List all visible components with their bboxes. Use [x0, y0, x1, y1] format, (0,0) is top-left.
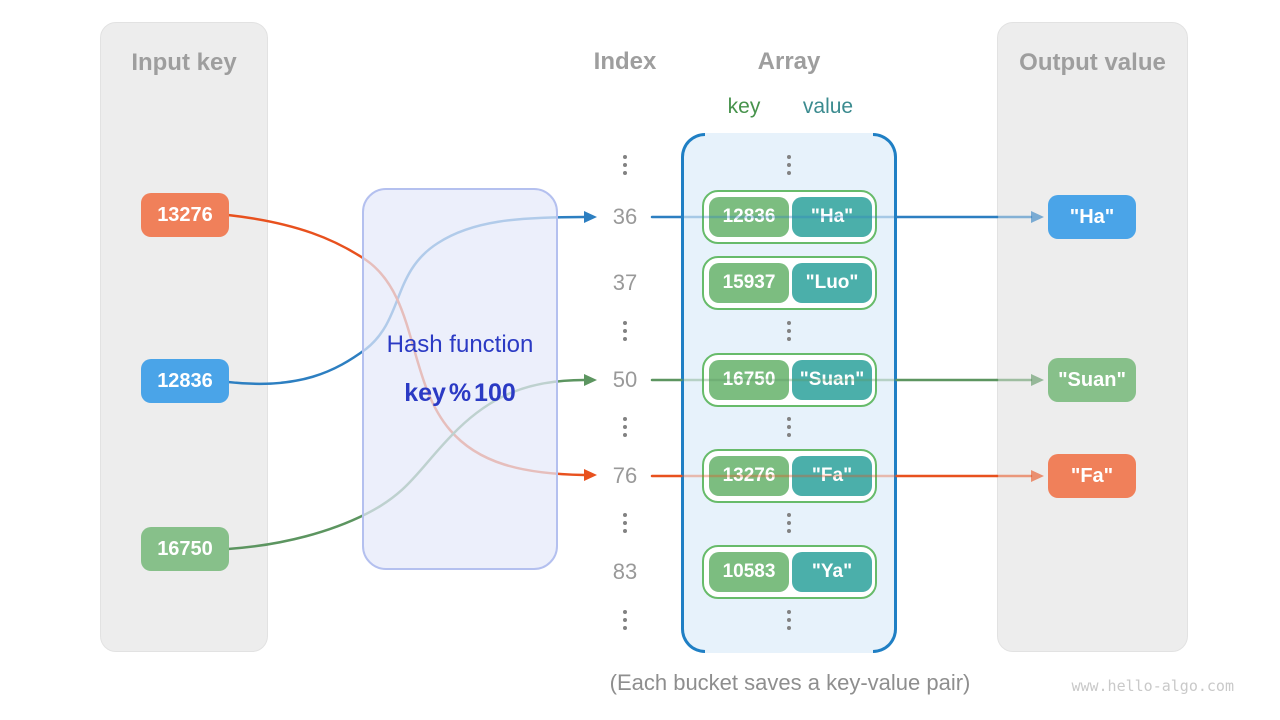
- index-label: 76: [612, 463, 638, 488]
- bucket-key-pill: 15937: [709, 263, 789, 303]
- hash-function-formula: key % 100: [404, 379, 516, 407]
- dot: [623, 163, 627, 167]
- array-ellipsis: [787, 155, 791, 175]
- dot: [623, 337, 627, 341]
- bucket-key-pill: 13276: [709, 456, 789, 496]
- array-ellipsis: [787, 321, 791, 341]
- bucket-key-pill: 16750: [709, 360, 789, 400]
- input-key-box: 13276: [141, 193, 229, 237]
- dot: [787, 329, 791, 333]
- bucket-key-pill: 10583: [709, 552, 789, 592]
- input-key-title: Input key: [131, 49, 237, 76]
- bucket-value-pill: "Ya": [792, 552, 872, 592]
- index-ellipsis: [623, 610, 627, 630]
- dot: [787, 626, 791, 630]
- dot: [623, 610, 627, 614]
- dot: [623, 513, 627, 517]
- value-column-label: value: [802, 95, 854, 118]
- hash-curve-arrowhead: [584, 469, 597, 481]
- dot: [623, 417, 627, 421]
- dot: [623, 626, 627, 630]
- output-value-title: Output value: [1019, 49, 1166, 76]
- output-value-box: "Ha": [1048, 195, 1136, 239]
- hash-function-box: Hash function key % 100: [362, 188, 558, 570]
- bucket-value-pill: "Suan": [792, 360, 872, 400]
- dot: [787, 171, 791, 175]
- dot: [623, 155, 627, 159]
- hash-function-title: Hash function: [386, 331, 534, 358]
- array-ellipsis: [787, 417, 791, 437]
- index-label: 36: [612, 204, 638, 229]
- output-value-panel: Output value: [997, 22, 1188, 652]
- dot: [787, 433, 791, 437]
- bucket-key-pill: 12836: [709, 197, 789, 237]
- input-key-box: 12836: [141, 359, 229, 403]
- key-column-label: key: [727, 95, 761, 118]
- dot: [787, 618, 791, 622]
- array-ellipsis: [787, 610, 791, 630]
- dot: [787, 337, 791, 341]
- index-column-title: Index: [593, 48, 657, 75]
- dot: [623, 433, 627, 437]
- output-value-box: "Fa": [1048, 454, 1136, 498]
- dot: [787, 417, 791, 421]
- hash-curve-arrowhead: [584, 211, 597, 223]
- input-key-box: 16750: [141, 527, 229, 571]
- site-watermark: www.hello-algo.com: [1071, 677, 1234, 695]
- index-ellipsis: [623, 321, 627, 341]
- dot: [787, 321, 791, 325]
- dot: [623, 618, 627, 622]
- index-ellipsis: [623, 513, 627, 533]
- bucket-value-pill: "Fa": [792, 456, 872, 496]
- dot: [623, 529, 627, 533]
- index-ellipsis: [623, 155, 627, 175]
- index-label: 50: [612, 367, 638, 392]
- hash-curve-arrowhead: [584, 374, 597, 386]
- dot: [623, 425, 627, 429]
- dot: [623, 521, 627, 525]
- dot: [787, 610, 791, 614]
- dot: [787, 163, 791, 167]
- array-ellipsis: [787, 513, 791, 533]
- dot: [787, 425, 791, 429]
- array-column-title: Array: [757, 48, 821, 75]
- dot: [787, 529, 791, 533]
- diagram-caption: (Each bucket saves a key-value pair): [609, 670, 971, 695]
- index-ellipsis: [623, 417, 627, 437]
- dot: [787, 513, 791, 517]
- bucket-value-pill: "Luo": [792, 263, 872, 303]
- dot: [787, 521, 791, 525]
- dot: [787, 155, 791, 159]
- output-value-box: "Suan": [1048, 358, 1136, 402]
- index-label: 83: [612, 559, 638, 584]
- dot: [623, 171, 627, 175]
- dot: [623, 329, 627, 333]
- bucket-value-pill: "Ha": [792, 197, 872, 237]
- index-label: 37: [612, 270, 638, 295]
- dot: [623, 321, 627, 325]
